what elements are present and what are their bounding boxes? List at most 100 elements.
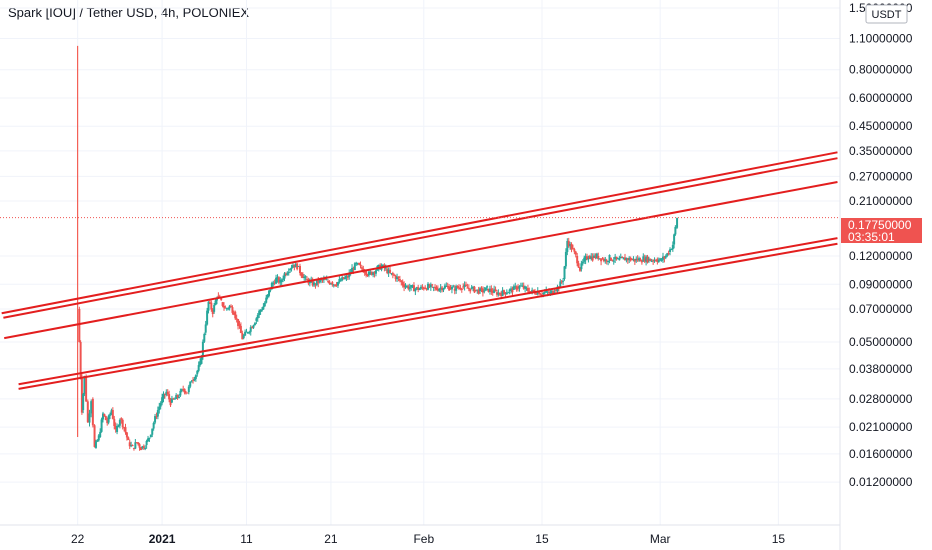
- candle-body: [180, 389, 183, 391]
- candle-body: [314, 284, 317, 286]
- candle-body: [524, 286, 527, 289]
- candle-body: [155, 416, 158, 418]
- time-axis[interactable]: 22 2021 11 21 Feb 15 Mar 15: [71, 532, 785, 546]
- candle-body: [580, 263, 583, 270]
- candle-body: [265, 297, 268, 303]
- y-tick-label: 0.03800000: [849, 362, 913, 376]
- candle-body: [374, 270, 377, 274]
- candle-body: [566, 240, 569, 252]
- candle-body: [435, 287, 438, 290]
- candle-body: [152, 422, 155, 429]
- candle-body: [263, 302, 266, 307]
- trendlines-layer: [1, 151, 838, 390]
- candle-body: [497, 292, 500, 295]
- candle-body: [162, 393, 165, 399]
- candle-body: [141, 446, 144, 448]
- candle-body: [622, 257, 625, 260]
- y-tick-label: 0.21000000: [849, 194, 913, 208]
- candle-body: [656, 259, 659, 262]
- candle-body: [667, 253, 670, 255]
- candle-body: [121, 419, 124, 428]
- candle-body: [560, 281, 563, 283]
- candle-body: [549, 292, 552, 294]
- candle-body: [597, 256, 600, 259]
- candle-body: [249, 327, 252, 332]
- candle-body: [151, 428, 154, 435]
- x-tick-label: 2021: [149, 532, 176, 546]
- candle-body: [317, 280, 320, 284]
- y-tick-label: 0.80000000: [849, 63, 913, 77]
- candle-body: [600, 258, 603, 262]
- candle-body: [531, 289, 534, 292]
- candle-body: [217, 295, 220, 297]
- candle-body: [659, 258, 662, 260]
- candle-body: [79, 341, 82, 378]
- grid-layer: [0, 0, 840, 525]
- candle-body: [273, 282, 276, 284]
- candle-body: [474, 289, 477, 291]
- candle-body: [211, 309, 214, 315]
- candle-body: [457, 287, 460, 289]
- candle-body: [415, 287, 418, 289]
- candle-body: [400, 280, 403, 283]
- trendline-lower-inner[interactable]: [18, 242, 838, 390]
- candle-body: [653, 260, 656, 262]
- candle-body: [487, 288, 490, 292]
- candle-body: [348, 272, 351, 277]
- candle-body: [515, 286, 518, 290]
- candle-body: [652, 260, 655, 262]
- price-axis[interactable]: 1.500000001.100000000.800000000.60000000…: [849, 1, 913, 489]
- candle-body: [439, 287, 442, 289]
- candle-body: [540, 294, 543, 296]
- candle-body: [631, 259, 634, 261]
- candle-body: [661, 256, 664, 260]
- candle-body: [344, 277, 347, 279]
- candle-body: [608, 254, 611, 261]
- candle-body: [407, 286, 410, 289]
- candle-body: [564, 251, 567, 267]
- y-tick-label: 1.10000000: [849, 31, 913, 45]
- candle-body: [460, 288, 463, 290]
- candle-body: [327, 281, 330, 283]
- trendline-upper-outer[interactable]: [1, 151, 838, 315]
- candle-body: [649, 258, 652, 262]
- candle-body: [567, 240, 570, 247]
- candle-body: [621, 256, 624, 258]
- candle-body: [490, 288, 493, 292]
- candle-body: [626, 258, 629, 261]
- candle-body: [345, 275, 348, 278]
- candle-body: [417, 287, 420, 290]
- last-price-tag: 0.17750000 03:35:01: [841, 218, 922, 244]
- candle-body: [373, 271, 376, 274]
- candle-body: [633, 258, 636, 262]
- trendline-upper-inner[interactable]: [3, 157, 838, 319]
- trendline-lower-outer[interactable]: [18, 237, 838, 386]
- candle-body: [331, 282, 334, 285]
- candle-body: [372, 272, 375, 275]
- candle-body: [186, 392, 189, 394]
- candle-body: [615, 256, 618, 259]
- candle-body: [313, 282, 316, 286]
- candle-body: [408, 287, 411, 289]
- candle-body: [412, 285, 415, 292]
- candle-body: [493, 289, 496, 293]
- candle-body: [196, 370, 199, 375]
- candle-body: [83, 376, 86, 395]
- candle-body: [390, 273, 393, 275]
- candle-body: [559, 281, 562, 287]
- candle-body: [427, 283, 430, 290]
- candle-body: [173, 398, 176, 400]
- candle-body: [338, 279, 341, 283]
- candle-body: [99, 431, 102, 437]
- candle-body: [611, 260, 614, 262]
- candle-body: [389, 269, 392, 273]
- candle-body: [135, 442, 138, 444]
- trendline-middle[interactable]: [4, 181, 838, 340]
- candle-body: [125, 432, 128, 438]
- candle-body: [629, 257, 632, 261]
- candle-body: [405, 285, 408, 287]
- candle-body: [607, 260, 610, 262]
- currency-badge[interactable]: USDT: [865, 4, 908, 24]
- candle-body: [494, 289, 497, 291]
